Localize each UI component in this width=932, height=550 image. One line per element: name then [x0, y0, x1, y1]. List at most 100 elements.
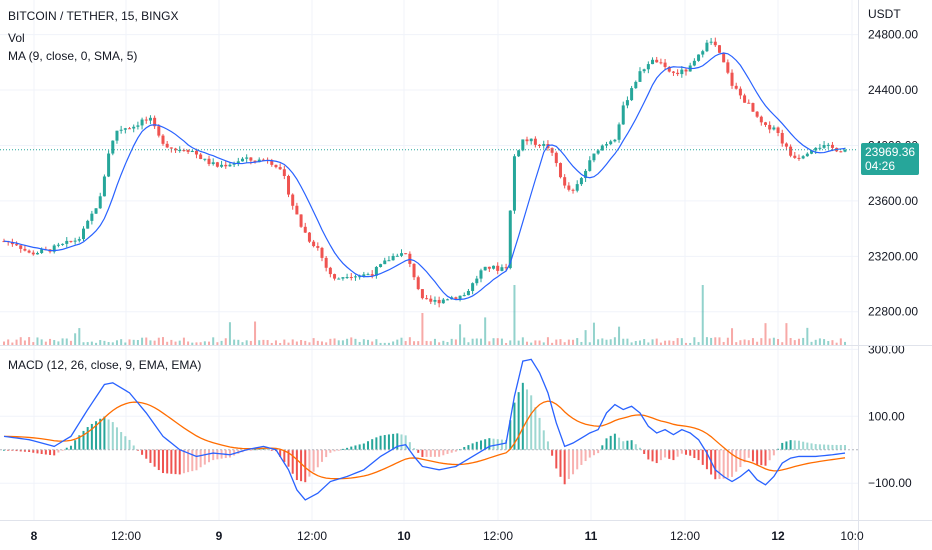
volume-bar [680, 338, 683, 345]
candle-body [349, 277, 353, 279]
candle-body [40, 249, 44, 253]
volume-bar [563, 342, 566, 345]
candle-body [609, 141, 613, 145]
volume-bar [789, 338, 792, 345]
macd-histogram-bar [316, 449, 319, 468]
candle-body [115, 130, 119, 141]
macd-histogram-bar [400, 434, 403, 450]
candle-body [52, 245, 56, 252]
candle-body [747, 102, 751, 104]
last-price-value: 23969.36 [865, 145, 916, 159]
volume-bar [797, 338, 800, 345]
macd-histogram-bar [659, 449, 662, 461]
macd-histogram-bar [638, 447, 641, 450]
candle-body [395, 255, 399, 257]
candle-body [274, 164, 278, 168]
macd-histogram-bar [538, 417, 541, 450]
candle-body [328, 267, 332, 275]
volume-bar [178, 340, 181, 345]
candle-body [316, 246, 320, 248]
candle-body [370, 274, 374, 276]
volume-bar [517, 340, 520, 345]
candle-body [161, 135, 165, 144]
candle-body [236, 161, 240, 164]
candle-body [600, 145, 604, 151]
candle-body [220, 164, 224, 167]
volume-bar [115, 340, 118, 345]
volume-bar [806, 327, 809, 345]
macd-histogram-bar [689, 449, 692, 456]
macd-histogram-bar [61, 449, 64, 451]
volume-bar [387, 342, 390, 345]
volume-bar [793, 340, 796, 345]
currency-label: USDT [868, 7, 901, 21]
volume-bar [341, 340, 344, 345]
candle-body [35, 252, 39, 255]
volume-bar [320, 341, 323, 345]
volume-bar [404, 341, 407, 345]
volume-bar [835, 342, 838, 345]
macd-histogram-bar [195, 449, 198, 471]
macd-histogram-bar [781, 442, 784, 450]
volume-bar [15, 339, 18, 345]
volume-bar [559, 339, 562, 345]
candle-body [111, 140, 115, 154]
macd-histogram-bar [839, 444, 842, 450]
time-tick-label: 11 [585, 529, 598, 543]
volume-bar [295, 341, 298, 345]
macd-histogram-bar [425, 449, 428, 457]
candle-body [730, 72, 734, 86]
symbol-title[interactable]: BITCOIN / TETHER, 15, BINGX [8, 9, 179, 23]
candle-body [492, 265, 496, 269]
candle-body [446, 299, 450, 301]
candle-body [345, 277, 349, 279]
ma-legend[interactable]: MA (9, close, 0, SMA, 5) [8, 49, 138, 63]
macd-histogram-bar [492, 438, 495, 450]
volume-bar [270, 342, 273, 345]
macd-histogram-bar [124, 436, 127, 450]
volume-bar [626, 338, 629, 345]
candle-body [483, 266, 487, 271]
volume-bar [57, 341, 60, 345]
candle-body [148, 117, 152, 121]
candle-body [625, 100, 629, 106]
volume-bar [132, 339, 135, 345]
macd-histogram-bar [228, 449, 231, 458]
candle-body [772, 127, 776, 130]
candle-body [203, 158, 207, 160]
macd-histogram-bar [672, 449, 675, 461]
candle-body [81, 228, 85, 240]
macd-histogram-bar [818, 444, 821, 450]
macd-histogram-bar [572, 449, 575, 475]
volume-bar [802, 337, 805, 345]
volume-bar [392, 341, 395, 345]
volume-bar [513, 285, 516, 345]
macd-legend[interactable]: MACD (12, 26, close, 9, EMA, EMA) [8, 358, 202, 372]
volume-bar [588, 342, 591, 345]
time-tick-label: 12:00 [670, 529, 700, 543]
candle-body [174, 148, 178, 151]
macd-histogram-bar [806, 442, 809, 450]
macd-histogram-bar [718, 449, 721, 479]
volume-bar [191, 342, 194, 345]
candle-body [404, 253, 408, 255]
volume-bar [383, 342, 386, 345]
candle-body [646, 64, 650, 70]
candle-body [592, 153, 596, 161]
volume-bar [751, 338, 754, 345]
macd-histogram-bar [191, 449, 194, 472]
vol-legend[interactable]: Vol [8, 31, 25, 45]
volume-bar [760, 338, 763, 345]
volume-bar [312, 338, 315, 345]
macd-histogram-bar [609, 435, 612, 450]
macd-histogram-bar [777, 448, 780, 450]
candle-body [186, 150, 190, 152]
candle-body [722, 52, 726, 63]
volume-bar [212, 337, 215, 345]
macd-histogram-bar [99, 418, 102, 450]
volume-bar [839, 338, 842, 345]
macd-histogram-bar [90, 423, 93, 450]
macd-histogram-bar [555, 449, 558, 469]
candle-body [554, 152, 558, 164]
